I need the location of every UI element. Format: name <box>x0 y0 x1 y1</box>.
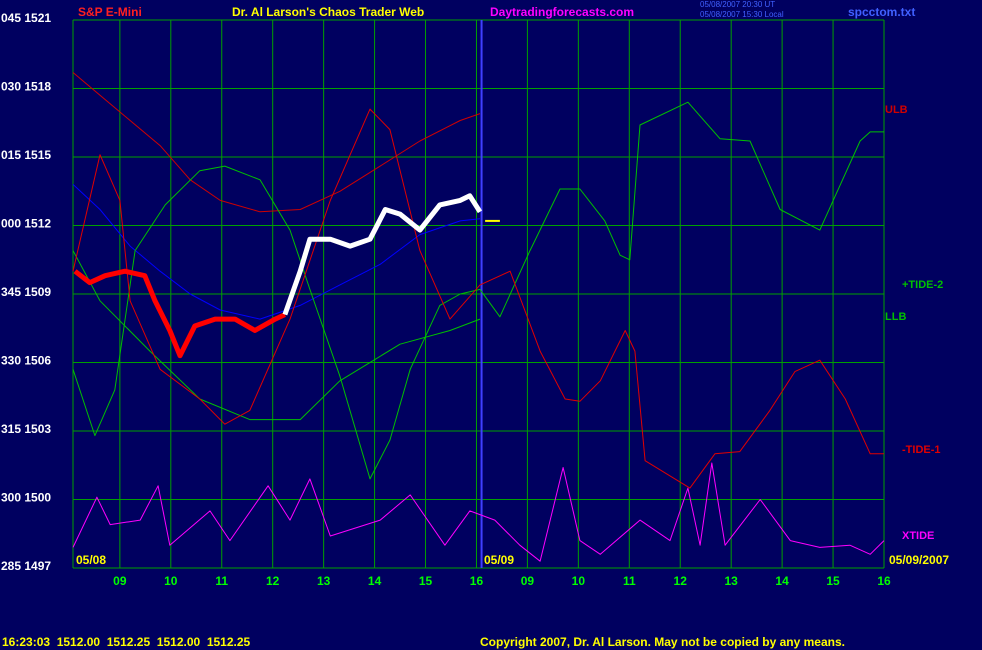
series-line <box>72 462 885 562</box>
x-tick-label: 11 <box>215 574 228 588</box>
x-tick-label: 15 <box>419 574 433 588</box>
x-tick-label: 14 <box>368 574 382 588</box>
x-tick-label: 12 <box>266 574 280 588</box>
series-label: +TIDE-2 <box>902 279 943 291</box>
status-line: 16:23:03 1512.00 1512.25 1512.00 1512.25 <box>2 635 251 649</box>
symbol: S&P E-Mini <box>78 5 142 19</box>
series-line <box>72 108 884 489</box>
x-tick-label: 16 <box>877 574 891 588</box>
x-tick-label: 16 <box>470 574 484 588</box>
y-tick-label: 045 1521 <box>1 11 51 25</box>
x-tick-label: 10 <box>164 574 178 588</box>
x-tick-label: 09 <box>113 574 127 588</box>
x-tick-label: 09 <box>521 574 535 588</box>
date-label: 05/09 <box>484 553 514 567</box>
x-tick-label: 13 <box>724 574 738 588</box>
y-tick-label: 285 1497 <box>1 559 51 573</box>
series-label: -TIDE-1 <box>902 444 941 456</box>
x-tick-label: 12 <box>674 574 688 588</box>
x-tick-label: 10 <box>572 574 586 588</box>
plot-area <box>72 72 885 562</box>
date-label: 05/09/2007 <box>889 553 949 567</box>
y-tick-label: 300 1500 <box>1 491 51 505</box>
y-tick-label: 000 1512 <box>1 217 51 231</box>
series-label: ULB <box>885 104 908 116</box>
y-tick-label: 015 1515 <box>1 148 51 162</box>
file-name: spcctom.txt <box>848 5 915 19</box>
timestamp: 05/08/2007 20:30 UT <box>700 0 775 9</box>
y-tick-label: 330 1506 <box>1 354 51 368</box>
series-line <box>72 184 481 320</box>
series-line <box>282 193 483 316</box>
x-tick-label: 13 <box>317 574 331 588</box>
timestamp: 05/08/2007 15:30 Local <box>700 10 784 19</box>
grid <box>72 19 885 569</box>
y-tick-label: 315 1503 <box>1 422 51 436</box>
date-label: 05/08 <box>76 553 106 567</box>
series-line <box>72 72 481 213</box>
x-tick-label: 15 <box>826 574 840 588</box>
website: Daytradingforecasts.com <box>490 5 634 19</box>
series-line <box>73 268 286 359</box>
copyright: Copyright 2007, Dr. Al Larson. May not b… <box>480 635 845 649</box>
y-tick-label: 345 1509 <box>1 285 51 299</box>
series-line <box>72 101 884 480</box>
series-label: LLB <box>885 311 906 323</box>
chart-title: Dr. Al Larson's Chaos Trader Web <box>232 5 424 19</box>
x-tick-label: 11 <box>623 574 636 588</box>
series-label: XTIDE <box>902 530 934 542</box>
y-tick-label: 030 1518 <box>1 80 51 94</box>
x-tick-label: 14 <box>775 574 789 588</box>
